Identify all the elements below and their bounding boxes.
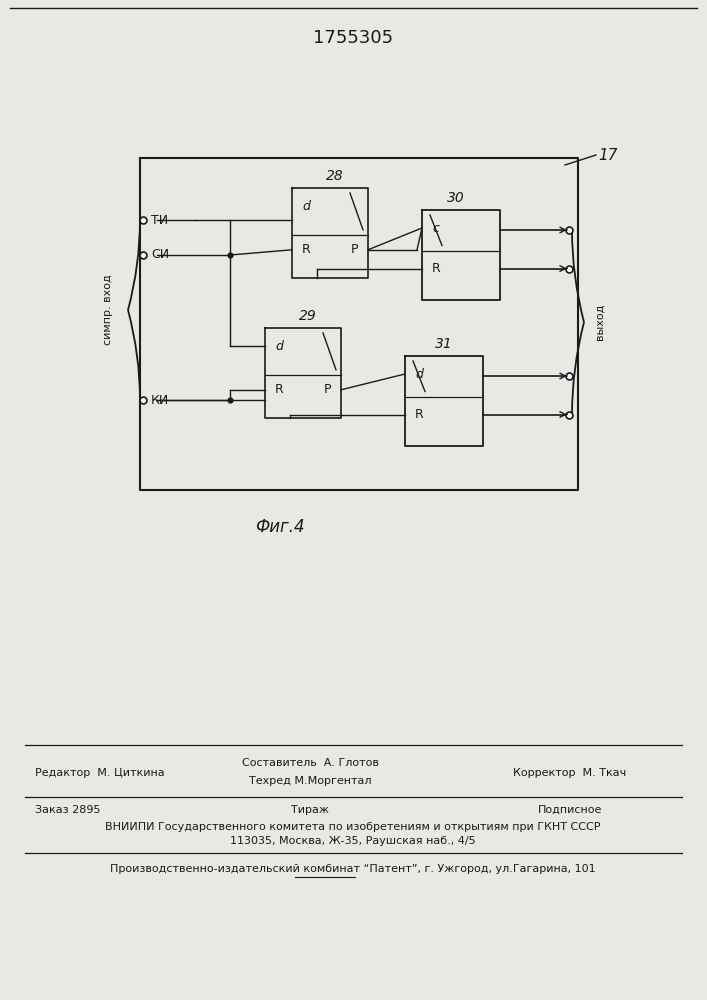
Text: R: R [415, 408, 423, 421]
Text: Фиг.4: Фиг.4 [255, 518, 305, 536]
Text: ВНИИПИ Государственного комитета по изобретениям и открытиям при ГКНТ СССР: ВНИИПИ Государственного комитета по изоб… [105, 822, 601, 832]
Text: симпр. вход: симпр. вход [103, 275, 113, 345]
Text: 29: 29 [299, 309, 317, 323]
Text: Редактор  М. Циткина: Редактор М. Циткина [35, 768, 165, 778]
Text: Корректор  М. Ткач: Корректор М. Ткач [513, 768, 626, 778]
Text: выход: выход [595, 304, 605, 340]
Text: d: d [302, 200, 310, 213]
Text: СИ: СИ [151, 248, 169, 261]
Text: 28: 28 [326, 169, 344, 183]
Text: Техред М.Моргентал: Техред М.Моргентал [249, 776, 371, 786]
Text: 30: 30 [447, 191, 465, 205]
Text: d: d [275, 340, 283, 353]
Text: Заказ 2895: Заказ 2895 [35, 805, 100, 815]
Text: ТИ: ТИ [151, 214, 168, 227]
Text: R: R [302, 243, 311, 256]
Text: R: R [432, 262, 440, 275]
Text: 31: 31 [435, 337, 453, 351]
Text: d: d [415, 367, 423, 380]
Text: R: R [275, 383, 284, 396]
Text: P: P [324, 383, 331, 396]
Text: 113035, Москва, Ж-35, Раушская наб., 4/5: 113035, Москва, Ж-35, Раушская наб., 4/5 [230, 836, 476, 846]
Text: c: c [432, 222, 439, 234]
Text: КИ: КИ [151, 393, 169, 406]
Text: Составитель  А. Глотов: Составитель А. Глотов [242, 758, 378, 768]
Text: Производственно-издательский комбинат “Патент”, г. Ужгород, ул.Гагарина, 101: Производственно-издательский комбинат “П… [110, 864, 596, 874]
Text: 1755305: 1755305 [313, 29, 393, 47]
Text: 17: 17 [598, 148, 617, 163]
Text: Подписное: Подписное [538, 805, 602, 815]
Text: P: P [351, 243, 358, 256]
Text: Тираж: Тираж [291, 805, 329, 815]
